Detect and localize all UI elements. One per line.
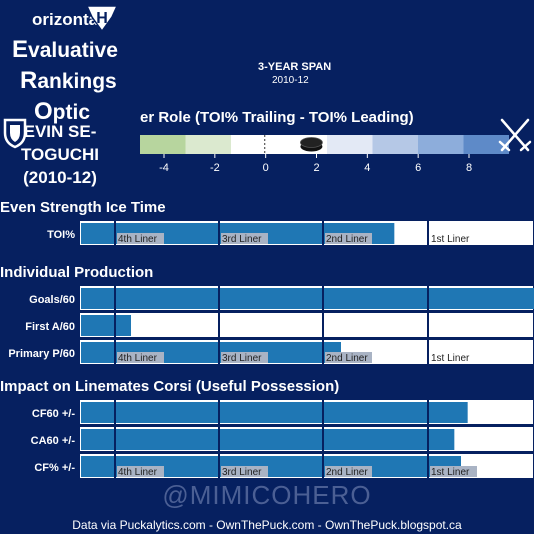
row-label: TOI% (47, 229, 75, 241)
scale-tick-label: 2 (313, 162, 319, 174)
acronym-line: Evaluative (12, 36, 118, 64)
liner-label-bg (325, 466, 372, 477)
player-line-1: EVIN SE- (23, 122, 97, 141)
row-label: First A/60 (25, 321, 75, 333)
span-title: 3-YEAR SPAN (258, 61, 332, 73)
liner-label-bg (325, 233, 372, 244)
liner-label: 3rd Liner (222, 467, 262, 478)
hockey-puck-icon (300, 137, 323, 152)
acronym-initial: O (34, 98, 53, 125)
role-title: er Role (TOI% Trailing - TOI% Leading) (140, 109, 414, 126)
scale-tick-label: -2 (210, 162, 220, 174)
span-years: 2010-12 (272, 75, 309, 86)
row-label: Goals/60 (29, 294, 75, 306)
acronym-initial: E (12, 36, 29, 63)
row-label: Primary P/60 (8, 348, 75, 360)
liner-label: 1st Liner (431, 467, 470, 478)
liner-label-bg (221, 352, 268, 363)
liner-label-bg (325, 352, 372, 363)
acronym-line: Optic (34, 98, 90, 126)
bar (81, 402, 468, 423)
scale-tick-label: -4 (159, 162, 169, 174)
acronym-rest: valuative (28, 39, 118, 62)
liner-label: 4th Liner (118, 467, 158, 478)
scale-cell (418, 135, 464, 154)
liner-label-bg (117, 233, 164, 244)
acronym-rest: ankings (37, 70, 117, 93)
liner-label: 2nd Liner (326, 353, 368, 364)
liner-label: 2nd Liner (326, 234, 368, 245)
helmet-logo-icon: H (85, 5, 119, 33)
liner-label-bg (117, 466, 164, 477)
acronym-rest: ptic (52, 101, 91, 124)
liner-label: 2nd Liner (326, 467, 368, 478)
player-line-3: (2010-12) (23, 168, 97, 187)
row-background (80, 313, 533, 337)
liner-label-bg (117, 352, 164, 363)
svg-text:H: H (96, 10, 108, 27)
player-line-2: TOGUCHI (20, 145, 100, 164)
scale-cell (140, 135, 186, 154)
acronym-initial: R (20, 67, 38, 94)
shield-icon (3, 118, 27, 149)
scale-cell (327, 135, 373, 154)
acronym-line: Rankings (20, 67, 117, 95)
liner-label: 3rd Liner (222, 353, 262, 364)
footer-credits: Data via Puckalytics.com - OwnThePuck.co… (72, 518, 462, 532)
watermark: @MIMICOHERO (162, 480, 372, 510)
scale-cell (372, 135, 418, 154)
liner-label: 3rd Liner (222, 234, 262, 245)
scale-tick-label: 0 (263, 162, 269, 174)
liner-label-bg (221, 233, 268, 244)
role-scale: -4 -2 0 2 4 6 8 (140, 135, 509, 174)
acronym-rest: orizontal (32, 10, 103, 29)
liner-label-bg (221, 466, 268, 477)
row-label: CF60 +/- (32, 408, 75, 420)
liner-label-bg (430, 466, 477, 477)
crossed-swords-icon (498, 118, 532, 152)
scale-cell (463, 135, 509, 154)
bar (81, 288, 534, 309)
scale-tick-label: 8 (466, 162, 472, 174)
row-label: CF% +/- (34, 462, 75, 474)
liner-label: 4th Liner (118, 353, 158, 364)
player-name: EVIN SE- TOGUCHI (2010-12) (0, 120, 120, 189)
liner-label: 1st Liner (431, 353, 470, 364)
row-label: CA60 +/- (31, 435, 76, 447)
scale-cell (185, 135, 231, 154)
acronym-line: orizontal (32, 10, 103, 30)
scale-tick-label: 4 (364, 162, 370, 174)
section-title: Even Strength Ice Time (0, 199, 166, 216)
liner-label: 1st Liner (431, 234, 470, 245)
bar (81, 315, 131, 336)
scale-tick-label: 6 (415, 162, 421, 174)
section-title: Individual Production (0, 264, 153, 281)
section-title: Impact on Linemates Corsi (Useful Posses… (0, 378, 339, 395)
bar (81, 429, 455, 450)
liner-label: 4th Liner (118, 234, 158, 245)
